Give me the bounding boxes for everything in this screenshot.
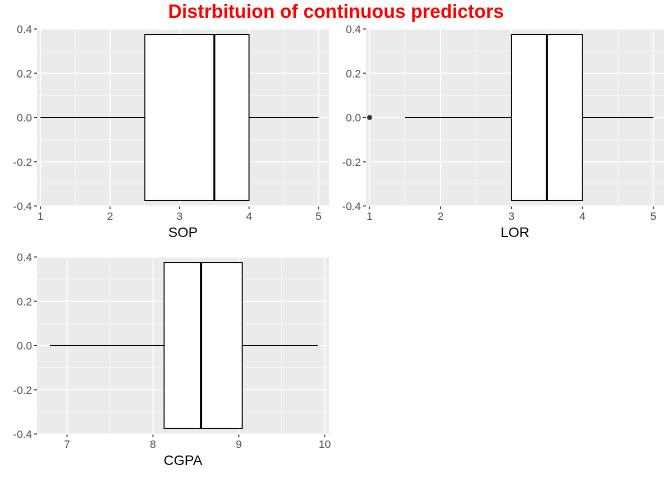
x-tick-label: 2: [437, 211, 443, 223]
x-tick-label: 4: [246, 211, 252, 223]
x-tick-label: 5: [650, 211, 656, 223]
x-tick-label: 4: [579, 211, 585, 223]
y-tick-label: 0.4: [17, 24, 32, 36]
x-tick-label: 8: [150, 439, 156, 451]
x-tick-label: 10: [319, 439, 331, 451]
x-tick-label: 5: [316, 211, 322, 223]
x-axis-label: LOR: [501, 224, 530, 240]
outlier-point: [367, 115, 373, 120]
y-tick-label: -0.4: [13, 429, 32, 441]
y-tick-label: 0.2: [346, 68, 361, 80]
y-tick-label: 0.2: [17, 296, 32, 308]
x-tick-label: 7: [64, 439, 70, 451]
y-tick-label: -0.2: [13, 385, 32, 397]
y-tick-label: 0.4: [346, 24, 361, 36]
panel-sop: 1 2 3 4 5 -0.4 -0.2 0.0 0.2 0.4 SOP: [13, 24, 329, 240]
y-tick-label: 0.2: [17, 68, 32, 80]
y-tick-label: -0.2: [342, 157, 361, 169]
x-tick-label: 3: [508, 211, 514, 223]
panel-lor: 1 2 3 4 5 -0.4 -0.2 0.0 0.2 0.4 LOR: [342, 24, 664, 240]
box-iqr: [163, 262, 243, 429]
x-tick-label: 3: [176, 211, 182, 223]
y-tick-label: -0.4: [13, 201, 32, 213]
y-tick-label: -0.2: [13, 157, 32, 169]
x-tick-label: 2: [107, 211, 113, 223]
panel-cgpa: 7 8 9 10 -0.4 -0.2 0.0 0.2 0.4 CGPA: [13, 252, 331, 468]
y-tick-label: 0.0: [17, 113, 32, 125]
y-tick-label: 0.4: [17, 252, 32, 264]
box-iqr: [144, 34, 250, 201]
x-axis-label: CGPA: [164, 452, 203, 468]
x-axis-label: SOP: [168, 224, 198, 240]
chart-title: Distrbituion of continuous predictors: [168, 2, 504, 23]
y-tick-label: 0.0: [17, 341, 32, 353]
y-tick-label: -0.4: [342, 201, 361, 213]
y-tick-label: 0.0: [346, 113, 361, 125]
x-tick-label: 1: [366, 211, 372, 223]
x-tick-label: 1: [37, 211, 43, 223]
x-tick-label: 9: [236, 439, 242, 451]
